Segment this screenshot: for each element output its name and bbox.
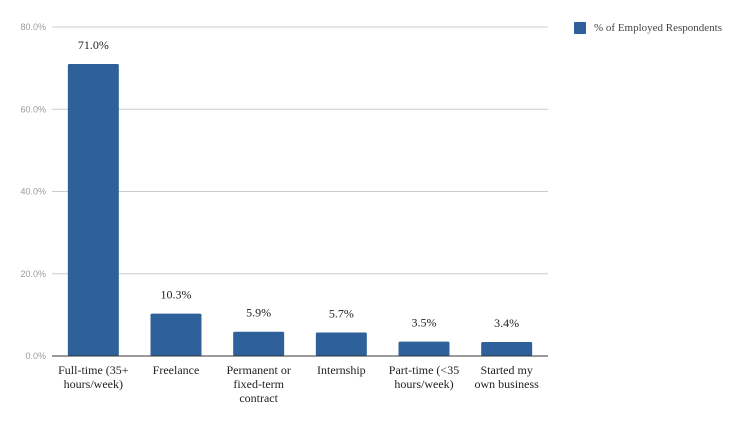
bar (67, 64, 119, 356)
x-category-label: Full-time (35+ hours/week) (58, 363, 129, 391)
data-label: 10.3% (161, 288, 192, 302)
y-tick-label: 40.0% (20, 187, 46, 197)
data-label: 71.0% (78, 38, 109, 52)
y-tick-label: 80.0% (20, 22, 46, 32)
legend-label: % of Employed Respondents (594, 22, 722, 34)
y-tick-label: 20.0% (20, 269, 46, 279)
y-tick-label: 0.0% (25, 351, 46, 361)
y-axis-tick-labels: 0.0% 20.0% 40.0% 60.0% 80.0% (20, 22, 46, 361)
bars (67, 64, 533, 356)
legend-swatch (574, 22, 586, 34)
x-category-label: Permanent or fixed-term contract (227, 363, 291, 405)
bar (398, 341, 450, 356)
bar (150, 313, 202, 356)
data-label: 3.5% (412, 316, 437, 330)
data-labels: 71.0% 10.3% 5.9% 5.7% 3.5% 3.4% (78, 38, 519, 330)
legend: % of Employed Respondents (574, 22, 722, 34)
x-category-label: Started my own business (474, 363, 539, 391)
data-label: 5.7% (329, 307, 354, 321)
bar (233, 331, 285, 356)
data-label: 5.9% (246, 306, 271, 320)
bar (481, 342, 533, 356)
x-category-label: Freelance (153, 363, 200, 377)
x-category-label: Internship (317, 363, 366, 377)
x-axis-category-labels: Full-time (35+ hours/week) Freelance Perman… (58, 363, 539, 405)
x-category-label: Part-time (<35 hours/week) (389, 363, 459, 391)
data-label: 3.4% (494, 316, 519, 330)
y-tick-label: 60.0% (20, 104, 46, 114)
gridlines (52, 26, 548, 275)
bar (315, 332, 367, 356)
